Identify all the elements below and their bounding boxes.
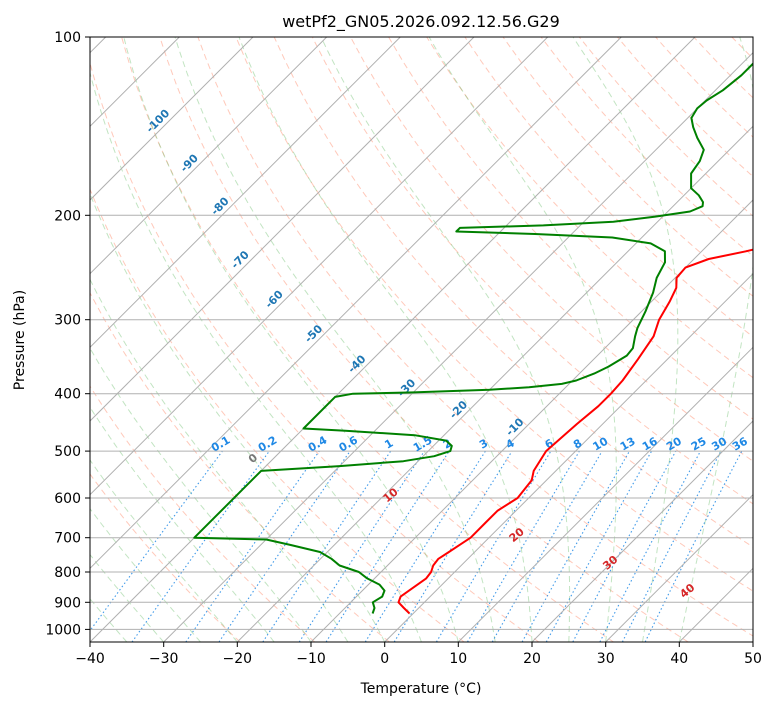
dry-adiabat-line (464, 37, 753, 338)
isotherm-line (384, 272, 753, 642)
isotherm-line (236, 125, 753, 642)
x-tick-label: −10 (296, 651, 326, 667)
mixing-ratio-line (90, 450, 223, 632)
x-tick-label: 50 (744, 651, 762, 667)
x-tick-label: −30 (149, 651, 179, 667)
mixing-ratio-line (262, 450, 392, 642)
moist-adiabat-line (90, 507, 201, 642)
mixing-ratio-line (393, 450, 513, 642)
moist-adiabat-line (90, 598, 128, 642)
moist-adiabat-line (174, 37, 496, 642)
isotherm-line (457, 346, 753, 642)
x-tick-label: 40 (670, 651, 688, 667)
x-tick-label: 20 (523, 651, 541, 667)
mixing-ratio-line (545, 450, 653, 642)
isotherm-line (90, 37, 475, 422)
isotherm-line (605, 493, 753, 642)
isotherm-line (90, 37, 696, 642)
y-tick-label: 400 (54, 387, 81, 403)
mixing-ratio-line (572, 450, 677, 642)
dry-adiabat-line (159, 37, 689, 642)
y-tick-label: 300 (54, 313, 81, 329)
plot-frame (89, 36, 754, 643)
dry-adiabat-line (90, 188, 465, 642)
mixing-ratio-line (185, 450, 320, 642)
dry-adiabat-line (350, 37, 753, 462)
isotherm-line (310, 199, 753, 642)
y-tick-label: 500 (54, 444, 81, 460)
mixing-ratio-line (298, 450, 425, 642)
x-axis-label: Temperature (°C) (360, 681, 482, 697)
moist-adiabat-line (90, 553, 165, 642)
y-tick-label: 200 (54, 208, 81, 224)
dry-adiabat-line (90, 61, 540, 642)
axis-ticks: −40 −30 −20 −10 0 10 20 30 40 50 100 200 300 400 500 60… (45, 30, 762, 667)
isotherm-line (531, 420, 753, 642)
mixing-ratio-line (218, 450, 351, 642)
moist-adiabat-line (678, 37, 753, 642)
mixing-ratio-line (325, 450, 450, 642)
isotherm-line (90, 37, 401, 349)
grid-lines (90, 37, 753, 642)
isotherm-line (90, 37, 254, 201)
moist-adiabat-line (90, 192, 386, 642)
x-tick-label: 30 (597, 651, 615, 667)
dry-adiabat-line (90, 473, 241, 642)
isotherm-line (90, 37, 328, 275)
y-tick-label: 600 (54, 491, 81, 507)
moist-adiabat-line (90, 278, 349, 642)
y-tick-label: 700 (54, 531, 81, 547)
dry-adiabat-line (121, 37, 614, 642)
dry-adiabat-line (311, 37, 753, 505)
moist-adiabat-line (90, 70, 422, 642)
x-tick-label: 0 (380, 651, 389, 667)
moist-adiabat-line (238, 37, 533, 642)
x-tick-label: −20 (223, 651, 253, 667)
mixing-ratio-line (521, 450, 630, 642)
temperature-profile-line (397, 248, 753, 615)
dry-adiabat-line (502, 37, 753, 297)
mixing-ratio-line (131, 450, 270, 642)
chart-title: wetPf2_GN05.2026.092.12.56.G29 (282, 12, 560, 32)
dry-adiabat-line (388, 37, 753, 420)
dry-adiabat-line (273, 37, 753, 548)
dewpoint-profile-line (193, 62, 753, 614)
dry-adiabat-line (235, 37, 753, 592)
y-tick-label: 900 (54, 595, 81, 611)
y-tick-label: 100 (54, 30, 81, 46)
y-axis-label: Pressure (hPa) (12, 290, 28, 390)
sounding-profiles (193, 62, 753, 615)
moist-adiabat-line (320, 37, 571, 642)
isotherm-line (90, 37, 622, 570)
mixing-ratio-line (644, 450, 743, 642)
moist-adiabat-line (123, 37, 459, 642)
x-tick-label: 10 (449, 651, 467, 667)
isotherm-line (163, 51, 753, 642)
y-tick-label: 800 (54, 565, 81, 581)
moist-adiabat-line (90, 406, 275, 642)
isotherm-line (90, 37, 549, 496)
dry-adiabat-line (90, 385, 316, 642)
moist-adiabat-line (572, 37, 679, 642)
moist-adiabat-line (428, 37, 617, 642)
dry-adiabat-line (90, 291, 390, 642)
x-tick-label: −40 (75, 651, 105, 667)
moist-adiabat-line (90, 459, 238, 642)
dry-adiabat-line (426, 37, 753, 379)
y-tick-label: 1000 (45, 622, 81, 638)
